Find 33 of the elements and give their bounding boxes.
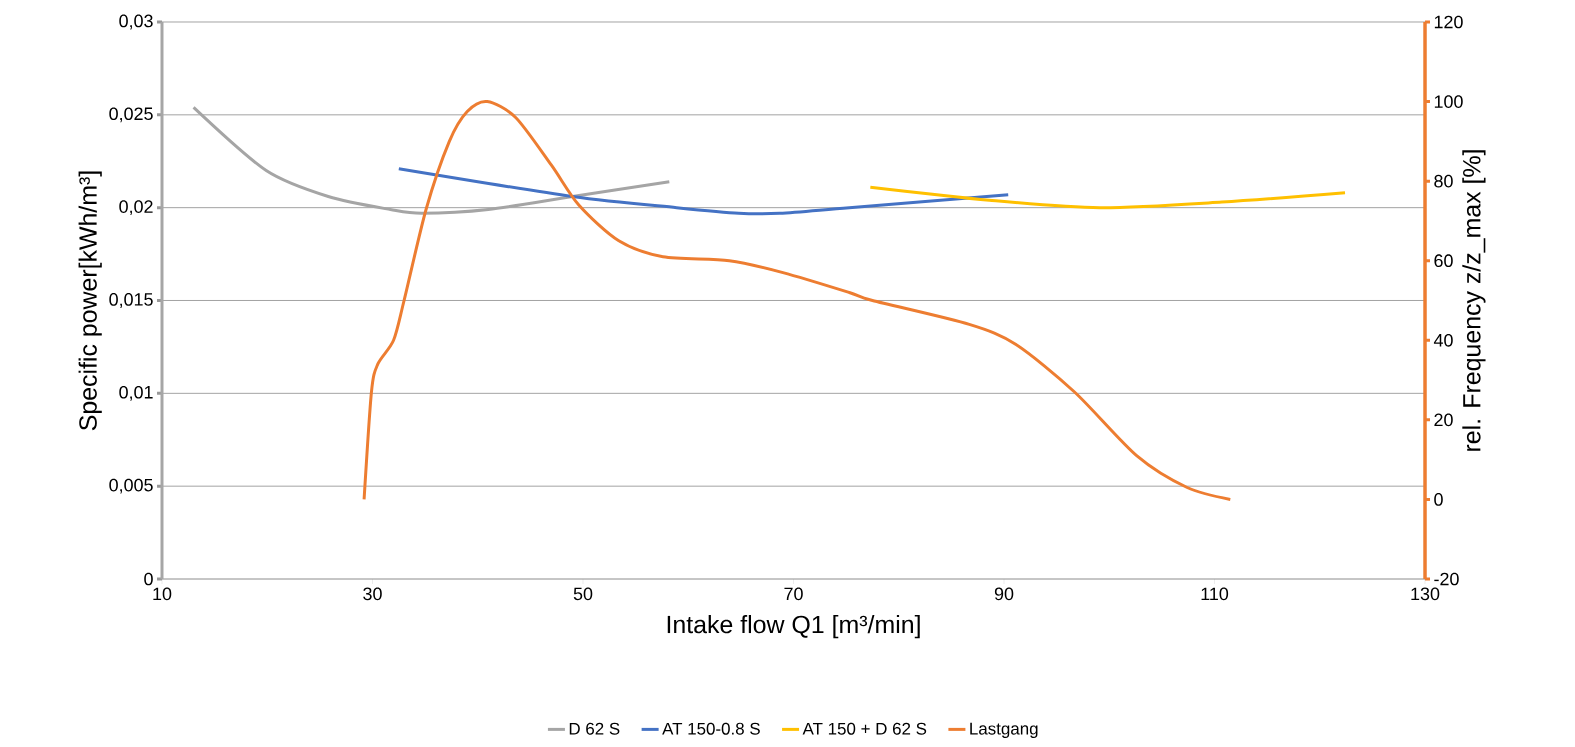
x-tick-label: 70 [784, 587, 803, 601]
line-series [192, 105, 671, 215]
legend-label: AT 150 + D 62 S [802, 722, 927, 735]
y-tick-label: 0,01 [119, 385, 153, 401]
x-axis-title: Intake flow Q1 [m³/min] [667, 615, 920, 639]
y2-tick-label: -20 [1434, 572, 1459, 586]
y-axis-title: Specific power[kWh/m³] [78, 171, 102, 431]
y-tick-label: 0,03 [119, 14, 153, 30]
y2-tick-label: 120 [1434, 15, 1463, 29]
x-tick-label: 50 [573, 587, 593, 601]
y2-tick-label: 0 [1434, 493, 1443, 506]
line-series [397, 167, 1010, 216]
line-series [362, 100, 1232, 501]
x-tick-label: 10 [153, 587, 172, 601]
x-tick-label: 90 [994, 587, 1014, 601]
x-tick-label: 30 [363, 587, 382, 601]
x-tick-label: 130 [1411, 587, 1440, 601]
y-tick-label: 0,025 [109, 107, 153, 123]
legend-label: Lastgang [970, 722, 1038, 738]
y2-tick-label: 80 [1434, 174, 1453, 188]
legend-label: AT 150-0.8 S [662, 722, 760, 735]
legend-label: D 62 S [569, 722, 620, 735]
line-series [868, 185, 1347, 210]
y2-axis-title: rel. Frequency z/z_max [%] [1462, 150, 1486, 451]
y-tick-label: 0,015 [109, 293, 153, 308]
y-tick-label: 0,005 [109, 478, 153, 494]
y2-tick-label: 60 [1434, 254, 1453, 268]
y-tick-label: 0,02 [119, 200, 153, 216]
y2-tick-label: 100 [1434, 95, 1463, 108]
y-tick-label: 0 [144, 572, 153, 586]
y2-tick-label: 20 [1434, 413, 1453, 427]
y2-tick-label: 40 [1433, 333, 1453, 347]
x-tick-label: 110 [1201, 587, 1229, 601]
